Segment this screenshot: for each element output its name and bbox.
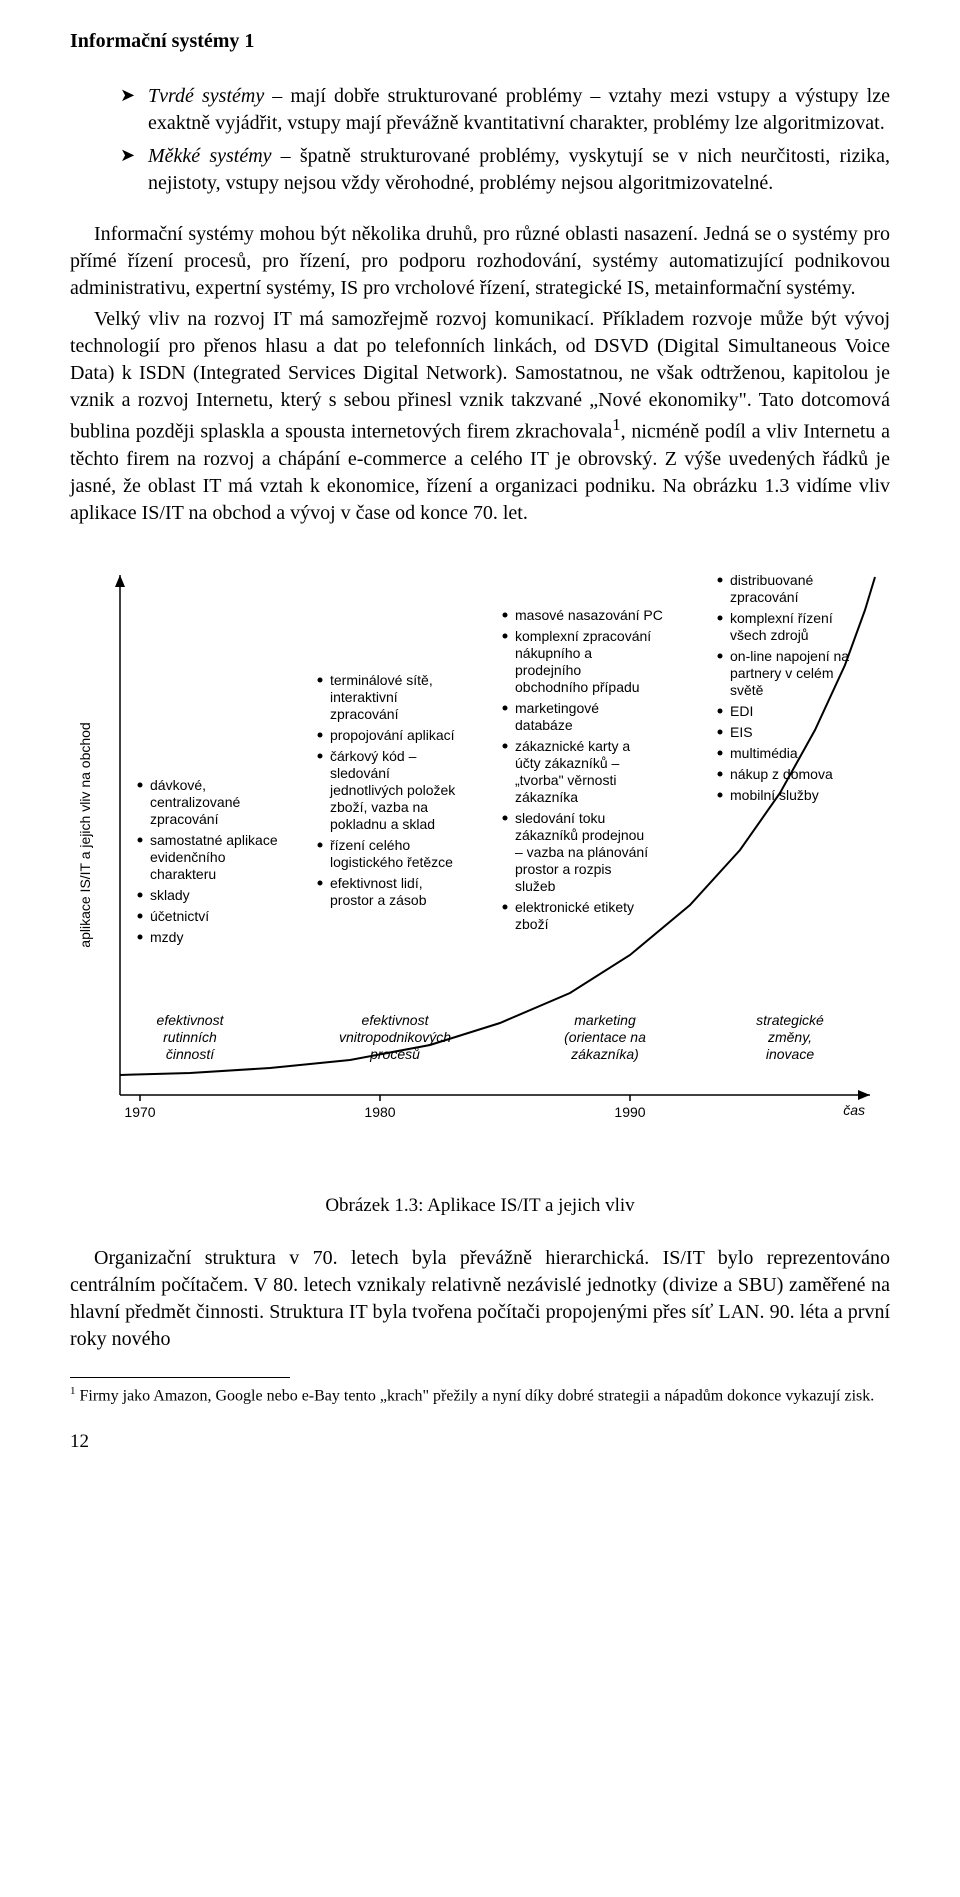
svg-text:zákazníků prodejnou: zákazníků prodejnou xyxy=(515,827,644,843)
svg-text:„tvorba" věrnosti: „tvorba" věrnosti xyxy=(515,772,616,788)
svg-text:masové nasazování PC: masové nasazování PC xyxy=(515,607,663,623)
footnote-text: Firmy jako Amazon, Google nebo e-Bay ten… xyxy=(76,1387,875,1404)
svg-text:samostatné aplikace: samostatné aplikace xyxy=(150,832,278,848)
triangle-bullet-icon: ➤ xyxy=(120,143,148,167)
svg-text:strategické: strategické xyxy=(756,1012,824,1028)
svg-text:– vazba na plánování: – vazba na plánování xyxy=(515,844,648,860)
page-header: Informační systémy 1 xyxy=(70,30,890,53)
svg-text:zpracování: zpracování xyxy=(730,589,799,605)
svg-text:zákaznické karty a: zákaznické karty a xyxy=(515,738,630,754)
svg-text:efektivnost: efektivnost xyxy=(157,1012,225,1028)
svg-text:distribuované: distribuované xyxy=(730,572,813,588)
svg-text:komplexní zpracování: komplexní zpracování xyxy=(515,628,651,644)
svg-text:marketing: marketing xyxy=(574,1012,636,1028)
bullet-lead: Měkké systémy xyxy=(148,145,272,167)
svg-text:logistického řetězce: logistického řetězce xyxy=(330,854,453,870)
svg-text:čas: čas xyxy=(843,1102,865,1118)
paragraph-2: Velký vliv na rozvoj IT má samozřejmě ro… xyxy=(70,306,890,527)
svg-text:jednotlivých položek: jednotlivých položek xyxy=(329,782,456,798)
bullet-item: ➤Tvrdé systémy – mají dobře strukturovan… xyxy=(120,83,890,137)
svg-text:čárkový kód –: čárkový kód – xyxy=(330,748,417,764)
svg-text:nákupního a: nákupního a xyxy=(515,645,592,661)
svg-text:pokladnu a sklad: pokladnu a sklad xyxy=(330,816,435,832)
svg-text:procesů: procesů xyxy=(369,1046,420,1062)
figure-caption: Obrázek 1.3: Aplikace IS/IT a jejich vli… xyxy=(70,1195,890,1217)
svg-text:nákup z domova: nákup z domova xyxy=(730,766,833,782)
svg-text:marketingové: marketingové xyxy=(515,700,599,716)
footnote: 1 Firmy jako Amazon, Google nebo e-Bay t… xyxy=(70,1384,890,1407)
svg-text:vnitropodnikových: vnitropodnikových xyxy=(339,1029,451,1045)
svg-text:sledování toku: sledování toku xyxy=(515,810,605,826)
svg-text:mzdy: mzdy xyxy=(150,929,183,945)
svg-text:změny,: změny, xyxy=(767,1029,812,1045)
svg-text:inovace: inovace xyxy=(766,1046,814,1062)
svg-text:mobilní služby: mobilní služby xyxy=(730,787,819,803)
y-axis-label: aplikace IS/IT a jejich vliv na obchod xyxy=(77,722,93,947)
page-number: 12 xyxy=(70,1431,890,1453)
svg-text:efektivnost lidí,: efektivnost lidí, xyxy=(330,875,423,891)
svg-text:1980: 1980 xyxy=(364,1104,395,1120)
svg-text:sledování: sledování xyxy=(330,765,390,781)
svg-text:evidenčního: evidenčního xyxy=(150,849,226,865)
svg-text:propojování aplikací: propojování aplikací xyxy=(330,727,455,743)
svg-text:účty zákazníků –: účty zákazníků – xyxy=(515,755,619,771)
footnote-ref: 1 xyxy=(612,415,620,434)
footnote-rule xyxy=(70,1377,290,1378)
svg-text:EDI: EDI xyxy=(730,703,753,719)
paragraph-1: Informační systémy mohou být několika dr… xyxy=(70,221,890,302)
svg-text:všech zdrojů: všech zdrojů xyxy=(730,627,809,643)
svg-text:1990: 1990 xyxy=(614,1104,645,1120)
svg-text:zboží: zboží xyxy=(515,916,549,932)
svg-text:centralizované: centralizované xyxy=(150,794,240,810)
svg-text:efektivnost: efektivnost xyxy=(362,1012,430,1028)
svg-text:sklady: sklady xyxy=(150,887,190,903)
svg-text:rutinních: rutinních xyxy=(163,1029,217,1045)
chart-figure: aplikace IS/IT a jejich vliv na obchod ča… xyxy=(70,555,890,1175)
svg-text:partnery v celém: partnery v celém xyxy=(730,665,833,681)
svg-text:terminálové sítě,: terminálové sítě, xyxy=(330,672,433,688)
bullet-text: Tvrdé systémy – mají dobře strukturované… xyxy=(148,83,890,137)
paragraph-3: Organizační struktura v 70. letech byla … xyxy=(70,1245,890,1353)
svg-text:účetnictví: účetnictví xyxy=(150,908,209,924)
bullet-list: ➤Tvrdé systémy – mají dobře strukturovan… xyxy=(120,83,890,197)
svg-text:zpracování: zpracování xyxy=(330,706,399,722)
svg-text:multimédia: multimédia xyxy=(730,745,798,761)
svg-text:databáze: databáze xyxy=(515,717,573,733)
svg-text:světě: světě xyxy=(730,682,764,698)
bullet-lead: Tvrdé systémy xyxy=(148,85,264,107)
svg-text:obchodního případu: obchodního případu xyxy=(515,679,640,695)
svg-text:komplexní řízení: komplexní řízení xyxy=(730,610,833,626)
svg-text:služeb: služeb xyxy=(515,878,556,894)
svg-text:interaktivní: interaktivní xyxy=(330,689,398,705)
svg-text:prostor a rozpis: prostor a rozpis xyxy=(515,861,611,877)
svg-text:zákazníka): zákazníka) xyxy=(570,1046,639,1062)
bullet-text: Měkké systémy – špatně strukturované pro… xyxy=(148,143,890,197)
svg-text:zákazníka: zákazníka xyxy=(515,789,578,805)
svg-text:činností: činností xyxy=(166,1046,216,1062)
bullet-item: ➤Měkké systémy – špatně strukturované pr… xyxy=(120,143,890,197)
triangle-bullet-icon: ➤ xyxy=(120,83,148,107)
svg-text:řízení celého: řízení celého xyxy=(330,837,410,853)
svg-text:zpracování: zpracování xyxy=(150,811,219,827)
svg-text:prostor a zásob: prostor a zásob xyxy=(330,892,427,908)
svg-text:on-line napojení na: on-line napojení na xyxy=(730,648,849,664)
svg-text:1970: 1970 xyxy=(124,1104,155,1120)
svg-text:zboží, vazba na: zboží, vazba na xyxy=(330,799,428,815)
svg-text:elektronické etikety: elektronické etikety xyxy=(515,899,634,915)
svg-text:dávkové,: dávkové, xyxy=(150,777,206,793)
chart-svg: aplikace IS/IT a jejich vliv na obchod ča… xyxy=(70,555,890,1175)
svg-text:charakteru: charakteru xyxy=(150,866,216,882)
svg-text:prodejního: prodejního xyxy=(515,662,581,678)
svg-text:(orientace na: (orientace na xyxy=(564,1029,646,1045)
body-text: Informační systémy mohou být několika dr… xyxy=(70,221,890,527)
svg-text:EIS: EIS xyxy=(730,724,753,740)
